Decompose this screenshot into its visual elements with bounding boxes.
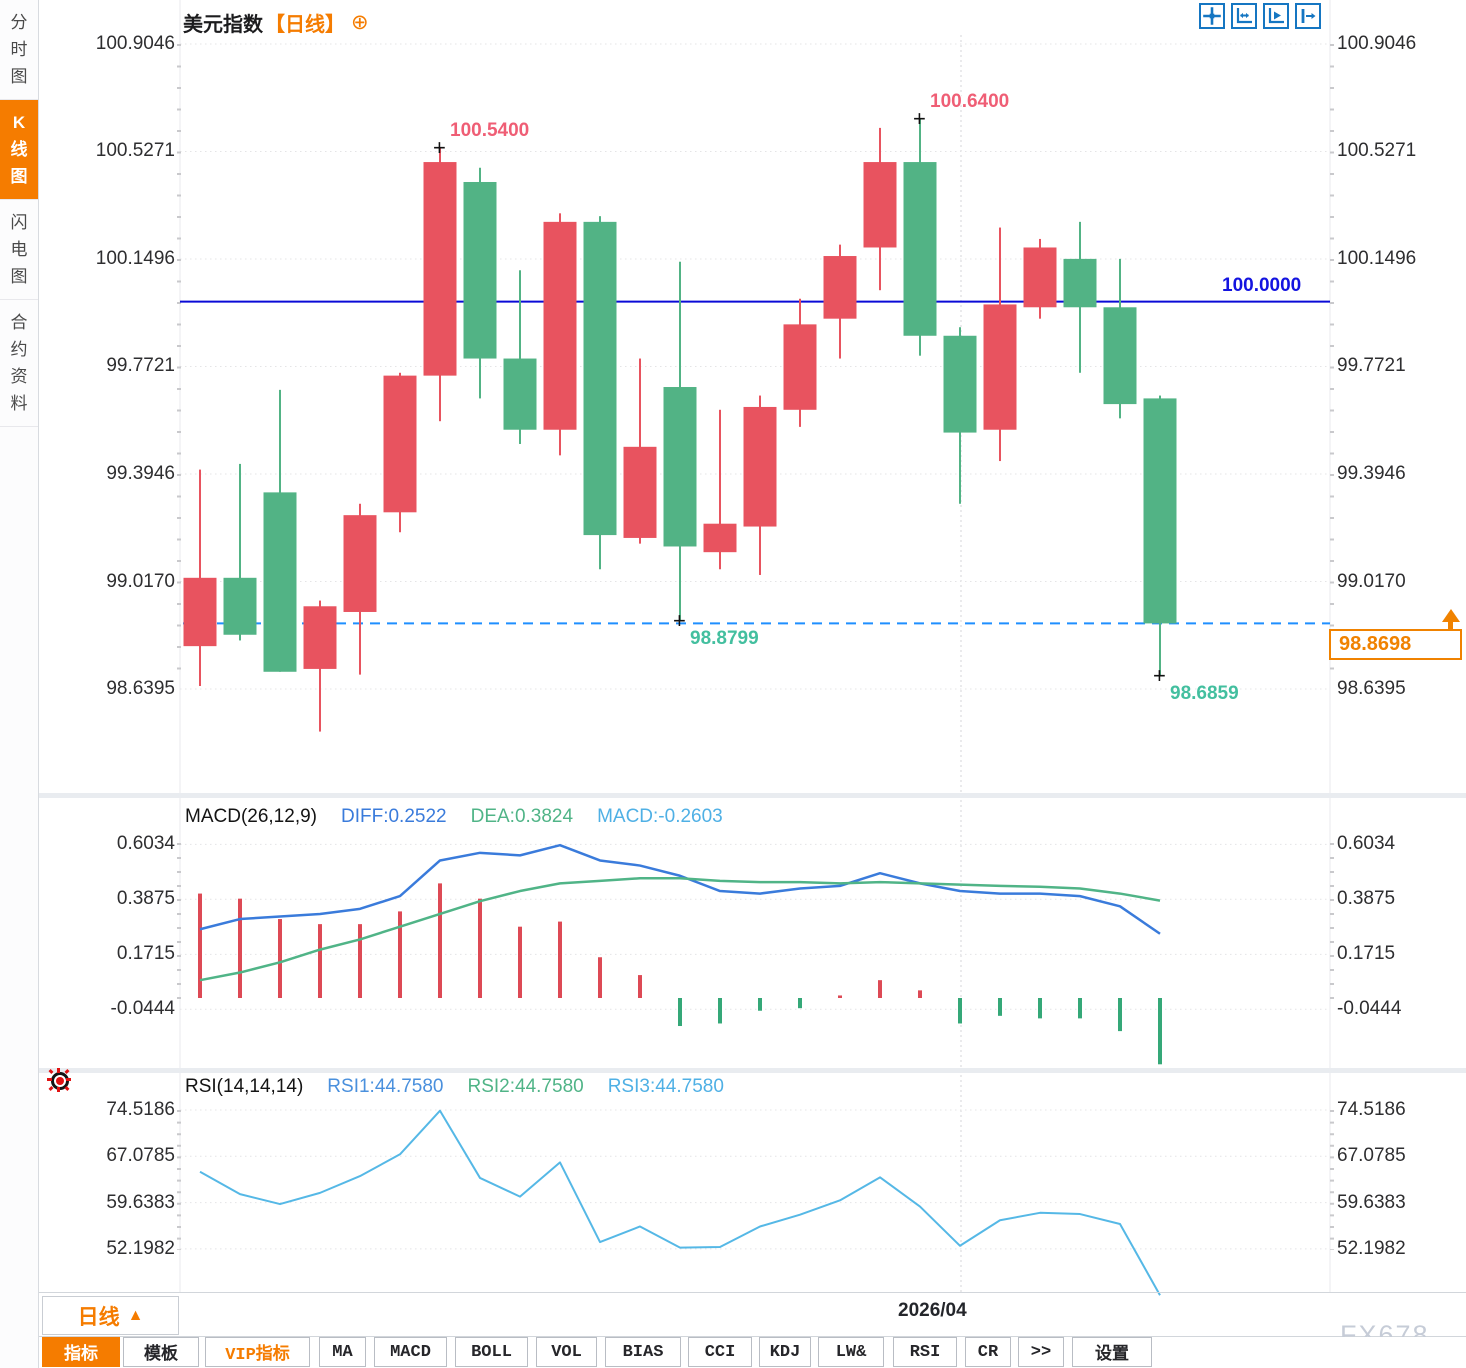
pan-icon[interactable] [1199, 3, 1225, 29]
sidebar-tab-分时图[interactable]: 分时图 [0, 0, 38, 100]
period-tag: 【日线】 [265, 14, 345, 36]
footer-tab-VOL[interactable]: VOL [536, 1337, 597, 1367]
footer-tab-指标[interactable]: 指标 [42, 1337, 120, 1367]
footer-tab-VIP指标[interactable]: VIP指标 [205, 1337, 310, 1367]
axis-play-icon[interactable] [1263, 3, 1289, 29]
macd-params-label: MACD(26,12,9) [185, 806, 317, 827]
shift-right-icon[interactable] [1295, 3, 1321, 29]
axis-zoom-icon[interactable] [1231, 3, 1257, 29]
footer-tab-设置[interactable]: 设置 [1072, 1337, 1152, 1367]
current-price-value: 98.8698 [1339, 633, 1412, 655]
rsi-params-label: RSI(14,14,14) [185, 1076, 304, 1097]
rsi-legend-item: RSI2:44.7580 [467, 1076, 584, 1097]
footer-tab-MACD[interactable]: MACD [374, 1337, 447, 1367]
reference-price-label: 100.0000 [1222, 275, 1302, 296]
rsi-legend-item: RSI3:44.7580 [607, 1076, 724, 1097]
sidebar-tab-闪电图[interactable]: 闪电图 [0, 200, 38, 300]
macd-legend-item: DIFF:0.2522 [341, 806, 447, 827]
toolbar-border [0, 1336, 1466, 1337]
chart-tool-icons [1199, 3, 1321, 29]
current-price-tag: 98.8698 [1329, 629, 1462, 660]
footer-tab-CR[interactable]: CR [965, 1337, 1011, 1367]
price-up-arrow-icon [1442, 609, 1460, 622]
footer-tab-LW&[interactable]: LW& [818, 1337, 884, 1367]
price-up-arrow-icon [1448, 620, 1453, 630]
rsi-legend-item: RSI1:44.7580 [327, 1076, 444, 1097]
footer-tab-BOLL[interactable]: BOLL [455, 1337, 528, 1367]
footer-tab-BIAS[interactable]: BIAS [605, 1337, 681, 1367]
macd-legend-item: MACD:-0.2603 [597, 806, 723, 827]
hot-indicator-icon [47, 1068, 71, 1092]
date-row-border [0, 1292, 1466, 1293]
macd-legend: MACD(26,12,9) DIFF:0.2522 DEA:0.3824 MACD:… [185, 806, 723, 828]
footer-tab-MA[interactable]: MA [319, 1337, 366, 1367]
sidebar-tab-合约资料[interactable]: 合约资料 [0, 300, 38, 427]
x-axis-date-label: 2026/04 [898, 1300, 967, 1321]
footer-tab-模板[interactable]: 模板 [123, 1337, 199, 1367]
rsi-legend: RSI(14,14,14) RSI1:44.7580 RSI2:44.7580 RS… [185, 1076, 724, 1098]
period-selector[interactable]: 日线 ▲ [42, 1296, 179, 1335]
chevron-up-icon: ▲ [127, 1306, 144, 1324]
chart-header: 美元指数 【日线】 ⊕ [183, 8, 369, 37]
footer-tab-RSI[interactable]: RSI [893, 1337, 957, 1367]
panel-separator [0, 1068, 1466, 1073]
indicator-toolbar: 指标 模板 VIP指标 MA MACD BOLL VOL BIAS CCI KDJ LW& RSI CR… [0, 1337, 1466, 1368]
add-overlay-icon[interactable]: ⊕ [351, 11, 369, 34]
period-selector-label: 日线 [77, 1305, 120, 1329]
footer-tab-KDJ[interactable]: KDJ [759, 1337, 811, 1367]
panel-separator [0, 793, 1466, 798]
footer-tab->>[interactable]: >> [1018, 1337, 1064, 1367]
page-title: 美元指数 [183, 14, 263, 36]
macd-legend-item: DEA:0.3824 [470, 806, 574, 827]
footer-tab-CCI[interactable]: CCI [688, 1337, 752, 1367]
